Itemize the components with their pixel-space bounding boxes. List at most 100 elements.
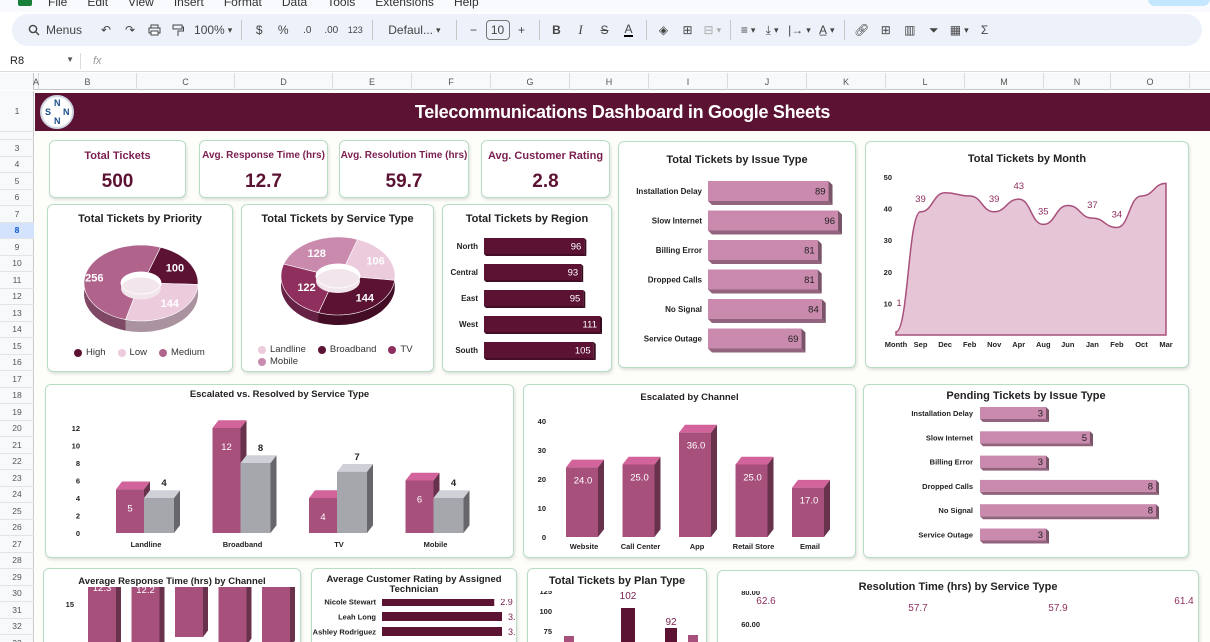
borders-button[interactable]: ⊞ xyxy=(676,17,700,43)
search-menus-button[interactable]: Menus xyxy=(22,17,94,43)
chart-resolution-time[interactable]: Resolution Time (hrs) by Service Type 80… xyxy=(717,570,1199,642)
row-header-8[interactable]: 8 xyxy=(0,222,34,239)
currency-format-button[interactable]: $ xyxy=(247,17,271,43)
row-header-33[interactable]: 33 xyxy=(0,635,34,642)
row-header-20[interactable]: 20 xyxy=(0,421,34,437)
chart-rating-technician[interactable]: Average Customer Rating by Assigned Tech… xyxy=(311,568,517,642)
row-header-10[interactable]: 10 xyxy=(0,256,34,272)
row-header-29[interactable]: 29 xyxy=(0,569,34,586)
chart-issue-type[interactable]: Total Tickets by Issue Type Installation… xyxy=(618,141,856,368)
font-size-decrease-button[interactable]: − xyxy=(462,17,486,43)
row-header-19[interactable]: 19 xyxy=(0,404,34,421)
row-header-1[interactable]: 1 xyxy=(0,91,34,132)
strikethrough-button[interactable]: S xyxy=(593,17,617,43)
legend-item-landline[interactable]: Landline xyxy=(258,344,306,355)
row-header-6[interactable]: 6 xyxy=(0,190,34,206)
row-header-30[interactable]: 30 xyxy=(0,586,34,602)
row-header-15[interactable]: 15 xyxy=(0,338,34,355)
undo-button[interactable]: ↶ xyxy=(94,17,118,43)
chart-avg-response[interactable]: Average Response Time (hrs) by Channel 1… xyxy=(43,568,301,642)
column-header-b[interactable]: B xyxy=(39,73,137,90)
row-header-26[interactable]: 26 xyxy=(0,520,34,536)
text-rotation-button[interactable]: A̲ xyxy=(815,17,839,43)
insert-comment-button[interactable]: ⊞ xyxy=(874,17,898,43)
menu-insert[interactable]: Insert xyxy=(173,0,204,9)
row-header-28[interactable]: 28 xyxy=(0,553,34,569)
chart-escalated-resolved[interactable]: Escalated vs. Resolved by Service Type 0… xyxy=(45,384,514,558)
legend-item-broadband[interactable]: Broadband xyxy=(317,344,376,355)
column-header-n[interactable]: N xyxy=(1044,73,1111,90)
column-header-c[interactable]: C xyxy=(137,73,235,90)
bold-button[interactable]: B xyxy=(545,17,569,43)
legend-item-mobile[interactable]: Mobile xyxy=(258,356,298,367)
kpi-card-avg-customer-rating[interactable]: Avg. Customer Rating 2.8 xyxy=(481,140,610,198)
row-header-23[interactable]: 23 xyxy=(0,470,34,487)
column-header-h[interactable]: H xyxy=(570,73,649,90)
chart-priority[interactable]: Total Tickets by Priority 100 144 256 High… xyxy=(47,204,233,372)
row-header-25[interactable]: 25 xyxy=(0,503,34,520)
row-header-21[interactable]: 21 xyxy=(0,437,34,454)
select-all-corner[interactable] xyxy=(0,73,34,90)
legend-item-medium[interactable]: Medium xyxy=(158,347,205,358)
text-color-button[interactable]: A xyxy=(617,17,641,43)
font-size-increase-button[interactable]: + xyxy=(510,17,534,43)
column-header-m[interactable]: M xyxy=(965,73,1044,90)
menu-help[interactable]: Help xyxy=(453,0,479,9)
row-header-18[interactable]: 18 xyxy=(0,388,34,404)
row-header-3[interactable]: 3 xyxy=(0,140,34,157)
insert-chart-button[interactable]: ▥ xyxy=(898,17,922,43)
legend-item-low[interactable]: Low xyxy=(117,347,147,358)
font-select[interactable]: Defaul... xyxy=(378,17,450,43)
menu-file[interactable]: File xyxy=(48,0,68,9)
row-header-4[interactable]: 4 xyxy=(0,157,34,173)
increase-decimal-button[interactable]: .00 xyxy=(319,17,343,43)
kpi-card-avg-resolution-time[interactable]: Avg. Resolution Time (hrs) 59.7 xyxy=(339,140,469,198)
column-header-o[interactable]: O xyxy=(1111,73,1190,90)
chart-plan-type[interactable]: Total Tickets by Plan Type 125 100 75 102 92 xyxy=(527,568,707,642)
row-header-24[interactable]: 24 xyxy=(0,487,34,503)
print-button[interactable] xyxy=(142,17,166,43)
row-header-9[interactable]: 9 xyxy=(0,239,34,256)
chart-pending[interactable]: Pending Tickets by Issue Type Installati… xyxy=(863,384,1189,558)
sheets-logo-icon[interactable] xyxy=(18,0,32,6)
row-header-22[interactable]: 22 xyxy=(0,454,34,470)
column-header-i[interactable]: I xyxy=(649,73,728,90)
chart-escalated-channel[interactable]: Escalated by Channel 0 10 20 30 40 24.0 Websit… xyxy=(523,384,856,558)
column-header-j[interactable]: J xyxy=(728,73,807,90)
fill-color-button[interactable]: ◈ xyxy=(652,17,676,43)
menu-extensions[interactable]: Extensions xyxy=(375,0,434,9)
column-header-d[interactable]: D xyxy=(235,73,333,90)
column-header-a[interactable]: A xyxy=(33,73,39,90)
row-header-27[interactable]: 27 xyxy=(0,536,34,553)
row-header-13[interactable]: 13 xyxy=(0,305,34,322)
functions-button[interactable]: Σ xyxy=(973,17,997,43)
kpi-card-avg-response-time[interactable]: Avg. Response Time (hrs) 12.7 xyxy=(199,140,328,198)
column-header-e[interactable]: E xyxy=(333,73,412,90)
font-size-input[interactable]: 10 xyxy=(485,20,510,40)
percent-format-button[interactable]: % xyxy=(271,17,295,43)
vertical-align-button[interactable]: ⤓ xyxy=(760,17,784,43)
text-wrap-button[interactable]: |→ xyxy=(784,17,815,43)
row-header-11[interactable]: 11 xyxy=(0,272,34,289)
row-header-16[interactable]: 16 xyxy=(0,355,34,371)
chart-service-type[interactable]: Total Tickets by Service Type 106 144 122 1… xyxy=(241,204,434,372)
menu-edit[interactable]: Edit xyxy=(87,0,109,9)
row-header-17[interactable]: 17 xyxy=(0,371,34,388)
redo-button[interactable]: ↷ xyxy=(118,17,142,43)
row-header-2[interactable] xyxy=(0,132,34,140)
row-header-14[interactable]: 14 xyxy=(0,322,34,338)
name-box[interactable]: R8 ▼ xyxy=(0,55,80,67)
row-header-12[interactable]: 12 xyxy=(0,289,34,305)
number-format-button[interactable]: 123 xyxy=(343,17,367,43)
legend-item-high[interactable]: High xyxy=(74,347,106,358)
merge-cells-button[interactable]: ⊟ xyxy=(700,17,726,43)
column-header-g[interactable]: G xyxy=(491,73,570,90)
menu-format[interactable]: Format xyxy=(223,0,262,9)
column-header-f[interactable]: F xyxy=(412,73,491,90)
column-header-l[interactable]: L xyxy=(886,73,965,90)
kpi-card-total-tickets[interactable]: Total Tickets 500 xyxy=(49,140,186,198)
filter-views-button[interactable]: ▦ xyxy=(946,17,973,43)
chart-region[interactable]: Total Tickets by Region North 96 Central 93… xyxy=(442,204,612,372)
row-header-5[interactable]: 5 xyxy=(0,173,34,190)
row-header-7[interactable]: 7 xyxy=(0,206,34,223)
